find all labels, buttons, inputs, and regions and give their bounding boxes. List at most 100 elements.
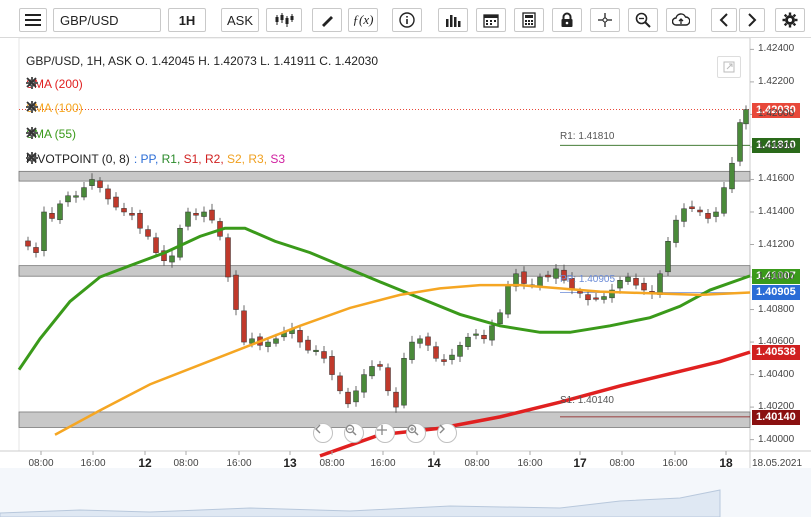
candle-body	[145, 229, 151, 237]
close-icon[interactable]	[26, 101, 127, 115]
info-icon	[399, 12, 415, 28]
menu-button[interactable]	[19, 8, 47, 32]
x-tick-label: 13	[283, 456, 297, 470]
candle-body	[209, 209, 215, 221]
candle-body	[697, 209, 703, 213]
y-tick-label: 1.42200	[758, 75, 795, 87]
info-button[interactable]	[392, 8, 422, 32]
candle-body	[465, 336, 471, 347]
candle-body	[393, 391, 399, 408]
sma100-line	[54, 283, 751, 436]
gear-icon[interactable]	[26, 127, 98, 141]
candle-body	[705, 213, 711, 219]
scroll-left-button[interactable]	[313, 423, 333, 443]
draw-tool-button[interactable]	[312, 8, 342, 32]
prev-icon	[315, 424, 321, 434]
candle-body	[273, 338, 279, 344]
calendar-icon	[483, 14, 499, 28]
pivot-item: R3,	[248, 152, 271, 166]
y-tick-label: 1.41000	[758, 271, 795, 283]
lock-button[interactable]	[552, 8, 582, 32]
candle-body	[481, 334, 487, 340]
indicators-button[interactable]: ƒ(x)	[348, 8, 378, 32]
next-button[interactable]	[739, 8, 765, 32]
candle-body	[409, 341, 415, 360]
candle-body	[561, 269, 567, 281]
candle-body	[305, 339, 311, 351]
gear-icon[interactable]	[26, 152, 307, 166]
close-icon[interactable]	[26, 127, 120, 141]
candle-body	[609, 289, 615, 299]
chart-canvas	[0, 38, 811, 517]
symbol-label: GBP/USD	[60, 12, 119, 28]
y-tick-label: 1.41600	[758, 173, 795, 185]
candle-body	[177, 227, 183, 258]
pivot-item: S2,	[227, 152, 249, 166]
plot-area	[18, 38, 751, 452]
r1-level-label: R1: 1.41810	[560, 131, 615, 142]
candle-body	[713, 211, 719, 217]
candle-body	[641, 282, 647, 291]
calendar-button[interactable]	[476, 8, 506, 32]
candles-icon	[275, 13, 294, 27]
candle-body	[537, 276, 543, 287]
prev-button[interactable]	[711, 8, 737, 32]
candle-body	[625, 276, 631, 282]
candle-body	[689, 206, 695, 209]
x-tick-label: 16:00	[517, 458, 543, 469]
scroll-right-button[interactable]	[437, 423, 457, 443]
calculator-button[interactable]	[514, 8, 544, 32]
price-chart[interactable]: GBP/USD, 1H, ASK O. 1.42045 H. 1.42073 L…	[0, 38, 811, 517]
candle-body	[513, 273, 519, 287]
axis-date: 18.05.2021	[752, 458, 803, 469]
zoom-out-icon	[345, 424, 357, 436]
sr-zone	[18, 265, 751, 277]
y-tick-label: 1.42400	[758, 43, 795, 55]
crosshair-icon	[598, 13, 612, 27]
y-tick-label: 1.41200	[758, 238, 795, 250]
candle-body	[313, 349, 319, 352]
y-tick-label: 1.41800	[758, 140, 795, 152]
legend-pivotpoint: PIVOTPOINT (0, 8) : PP, R1, S1, R2, S2, …	[26, 152, 329, 166]
chart-type-button[interactable]	[266, 8, 302, 32]
candle-body	[241, 310, 247, 343]
x-tick-label: 08:00	[173, 458, 199, 469]
lock-icon	[561, 12, 573, 27]
sma55-label: SMA (55)	[26, 127, 77, 141]
x-tick-label: 16:00	[662, 458, 688, 469]
toolbar: GBP/USD 1H ASK ƒ(x)	[0, 0, 811, 38]
zoom-icon	[635, 12, 651, 28]
candle-body	[361, 374, 367, 393]
gear-icon[interactable]	[26, 101, 105, 115]
price-tag: 1.40140	[752, 409, 800, 425]
close-icon[interactable]	[26, 77, 127, 91]
gear-icon[interactable]	[26, 77, 105, 91]
candle-body	[153, 237, 159, 253]
x-tick-label: 16:00	[370, 458, 396, 469]
candle-body	[401, 358, 407, 406]
expand-button[interactable]	[717, 56, 741, 78]
crosshair-button[interactable]	[590, 8, 620, 32]
cloud-icon	[672, 13, 690, 26]
close-icon[interactable]	[26, 152, 329, 166]
candle-body	[721, 187, 727, 214]
s1-level-label: S1: 1.40140	[560, 395, 614, 406]
zoom-button[interactable]	[628, 8, 658, 32]
zoom-in-button[interactable]	[406, 423, 426, 443]
candle-body	[737, 122, 743, 162]
timeframe-button[interactable]: 1H	[168, 8, 206, 32]
price-tag: 1.41810	[752, 138, 800, 154]
y-tick-label: 1.42000	[758, 108, 795, 120]
cloud-button[interactable]	[666, 8, 696, 32]
pp-level-label: PP: 1.40905	[560, 274, 616, 285]
symbol-selector[interactable]: GBP/USD	[53, 8, 161, 32]
settings-button[interactable]	[775, 8, 805, 32]
volume-button[interactable]	[438, 8, 468, 32]
price-type-button[interactable]: ASK	[221, 8, 259, 32]
candle-body	[593, 297, 599, 300]
candle-body	[385, 367, 391, 392]
zoom-out-button[interactable]	[344, 423, 364, 443]
pan-button[interactable]	[375, 423, 395, 443]
timeframe-label: 1H	[178, 12, 196, 28]
legend-sma100: SMA (100)	[26, 101, 127, 115]
